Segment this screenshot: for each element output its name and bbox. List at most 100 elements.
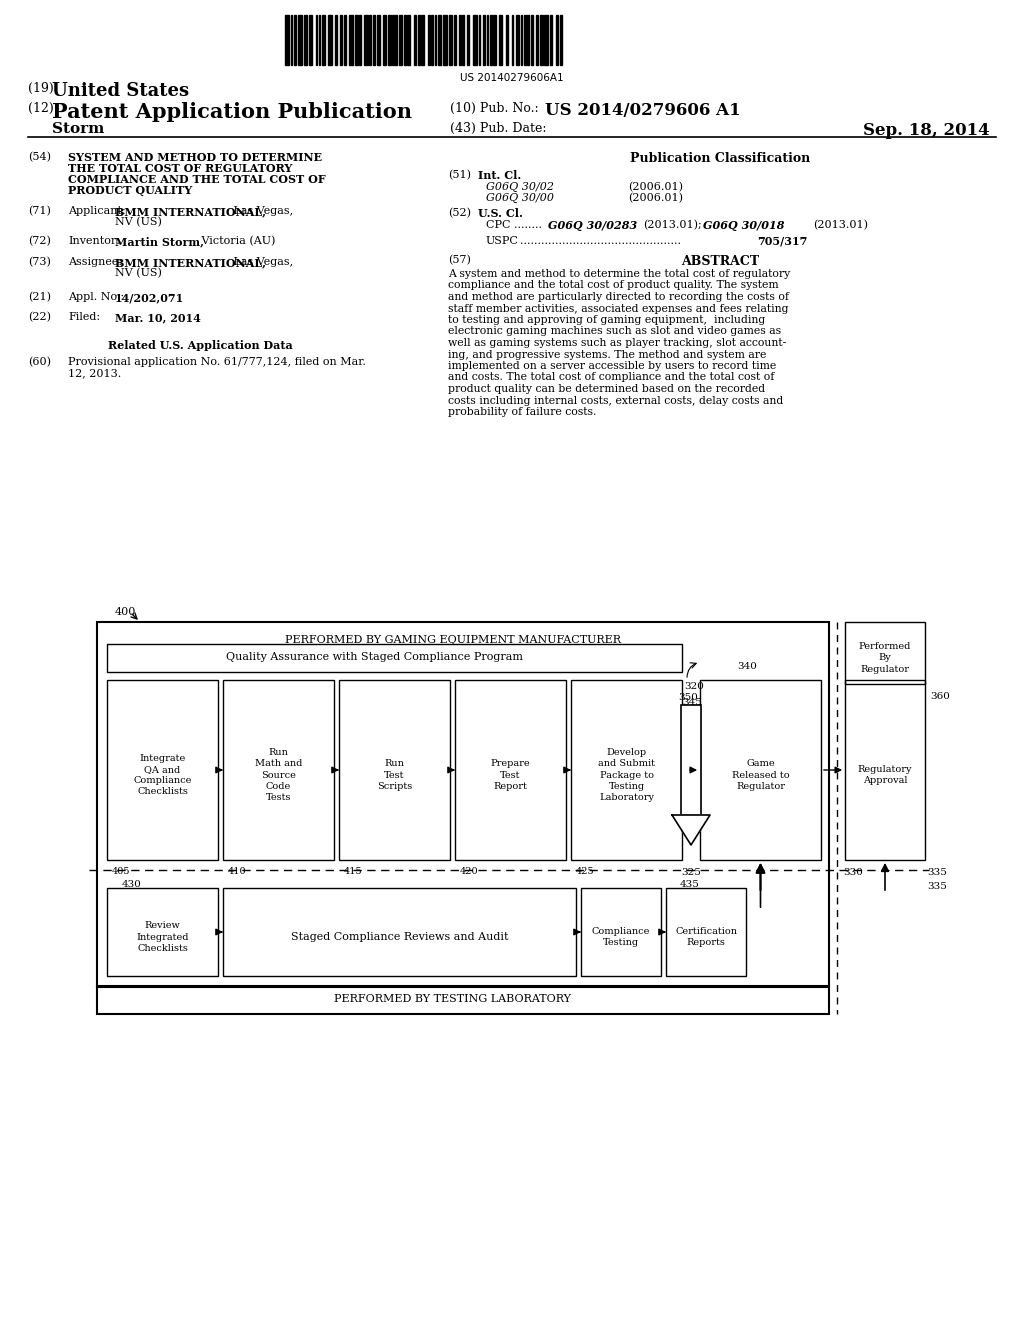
Bar — [516, 15, 519, 65]
Bar — [550, 15, 552, 65]
Text: ..............................................: ........................................… — [520, 236, 681, 246]
Bar — [845, 680, 925, 861]
Text: (10) Pub. No.:: (10) Pub. No.: — [450, 102, 539, 115]
Text: (2006.01): (2006.01) — [628, 193, 683, 203]
Bar — [294, 15, 296, 65]
Bar — [340, 15, 342, 65]
Bar — [403, 15, 406, 65]
Text: (71): (71) — [28, 206, 51, 216]
Bar — [483, 15, 484, 65]
Text: Publication Classification: Publication Classification — [630, 152, 810, 165]
Text: US 20140279606A1: US 20140279606A1 — [460, 73, 564, 83]
Bar — [571, 680, 682, 861]
Bar — [438, 15, 441, 65]
Text: G06Q 30/018: G06Q 30/018 — [703, 220, 784, 231]
Text: CPC ........: CPC ........ — [486, 220, 542, 230]
Text: Applicant:: Applicant: — [68, 206, 126, 216]
Text: U.S. Cl.: U.S. Cl. — [478, 209, 523, 219]
Bar — [377, 15, 380, 65]
Bar — [223, 680, 334, 861]
Bar — [428, 15, 429, 65]
Bar — [462, 15, 464, 65]
Text: BMM INTERNATIONAL,: BMM INTERNATIONAL, — [115, 257, 266, 268]
Text: 410: 410 — [228, 867, 247, 876]
Bar — [467, 15, 469, 65]
Text: Game
Released to
Regulator: Game Released to Regulator — [732, 759, 790, 791]
Bar — [431, 15, 433, 65]
Text: ing, and progressive systems. The method and system are: ing, and progressive systems. The method… — [449, 350, 766, 359]
Text: 325: 325 — [681, 869, 701, 876]
Text: Las Vegas,: Las Vegas, — [230, 206, 293, 216]
Text: THE TOTAL COST OF REGULATORY: THE TOTAL COST OF REGULATORY — [68, 162, 293, 174]
Text: 345: 345 — [682, 698, 701, 708]
Bar — [454, 15, 456, 65]
Text: Las Vegas,: Las Vegas, — [230, 257, 293, 267]
Text: G06Q 30/02: G06Q 30/02 — [486, 182, 554, 193]
Bar — [285, 15, 289, 65]
Bar — [512, 15, 513, 65]
Bar — [387, 15, 390, 65]
Text: NV (US): NV (US) — [115, 216, 162, 227]
Text: 14/202,071: 14/202,071 — [115, 292, 184, 304]
Text: United States: United States — [52, 82, 189, 100]
Bar — [359, 15, 360, 65]
Text: product quality can be determined based on the recorded: product quality can be determined based … — [449, 384, 765, 393]
Bar — [559, 15, 561, 65]
Text: Inventor:: Inventor: — [68, 236, 120, 246]
Bar — [369, 15, 371, 65]
Text: electronic gaming machines such as slot and video games as: electronic gaming machines such as slot … — [449, 326, 781, 337]
Text: PERFORMED BY TESTING LABORATORY: PERFORMED BY TESTING LABORATORY — [335, 994, 571, 1005]
Bar — [418, 15, 420, 65]
Text: well as gaming systems such as player tracking, slot account-: well as gaming systems such as player tr… — [449, 338, 786, 348]
Text: A system and method to determine the total cost of regulatory: A system and method to determine the tot… — [449, 269, 791, 279]
Text: Sep. 18, 2014: Sep. 18, 2014 — [863, 121, 990, 139]
Bar — [399, 15, 402, 65]
Text: (60): (60) — [28, 356, 51, 367]
Bar — [449, 15, 452, 65]
Bar — [459, 15, 461, 65]
Text: (22): (22) — [28, 312, 51, 322]
Text: 415: 415 — [344, 867, 362, 876]
Text: NV (US): NV (US) — [115, 268, 162, 279]
Text: 330: 330 — [843, 869, 863, 876]
Bar — [443, 15, 447, 65]
Bar — [315, 15, 317, 65]
Bar — [303, 15, 306, 65]
Text: Filed:: Filed: — [68, 312, 100, 322]
Text: Staged Compliance Reviews and Audit: Staged Compliance Reviews and Audit — [291, 932, 508, 942]
Text: (54): (54) — [28, 152, 51, 162]
Text: Regulatory
Approval: Regulatory Approval — [858, 766, 912, 785]
Polygon shape — [672, 814, 710, 845]
Bar — [383, 15, 385, 65]
Bar — [486, 15, 488, 65]
Text: (51): (51) — [449, 170, 471, 181]
Text: Certification
Reports: Certification Reports — [675, 927, 737, 946]
Text: (2013.01);: (2013.01); — [643, 220, 701, 230]
Text: 360: 360 — [930, 692, 950, 701]
Text: G06Q 30/0283: G06Q 30/0283 — [548, 220, 637, 231]
Bar — [506, 15, 508, 65]
Bar — [106, 680, 218, 861]
Bar — [322, 15, 325, 65]
Bar — [489, 15, 492, 65]
Text: Provisional application No. 61/777,124, filed on Mar.: Provisional application No. 61/777,124, … — [68, 356, 366, 367]
Text: 335: 335 — [927, 882, 947, 891]
Bar — [421, 15, 424, 65]
Text: 435: 435 — [680, 880, 699, 888]
Text: 430: 430 — [122, 880, 142, 888]
Bar — [392, 15, 393, 65]
Bar — [223, 888, 575, 975]
Text: 320: 320 — [684, 682, 703, 690]
Bar — [555, 15, 557, 65]
Text: 340: 340 — [737, 663, 757, 671]
Bar — [455, 680, 566, 861]
Text: 350: 350 — [678, 693, 698, 702]
Text: Assignee:: Assignee: — [68, 257, 122, 267]
Text: Victoria (AU): Victoria (AU) — [198, 236, 275, 247]
Text: BMM INTERNATIONAL,: BMM INTERNATIONAL, — [115, 206, 266, 216]
Text: and method are particularly directed to recording the costs of: and method are particularly directed to … — [449, 292, 790, 302]
Text: (73): (73) — [28, 257, 51, 268]
Text: PERFORMED BY GAMING EQUIPMENT MANUFACTURER: PERFORMED BY GAMING EQUIPMENT MANUFACTUR… — [285, 635, 621, 645]
Bar — [343, 15, 345, 65]
Bar — [407, 15, 410, 65]
